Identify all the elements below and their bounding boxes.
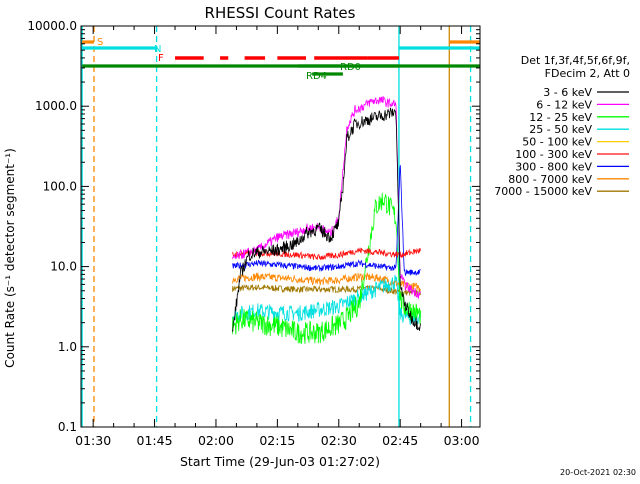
legend-label-0: 3 - 6 keV bbox=[543, 86, 592, 99]
series-line-3-6-kev bbox=[231, 107, 421, 332]
y-axis-label: Count Rate (s⁻¹ detector segment⁻¹) bbox=[3, 148, 17, 368]
legend-label-6: 300 - 800 keV bbox=[515, 160, 592, 173]
series-line-12-25-kev bbox=[231, 192, 421, 344]
status-bar-label-s: S bbox=[97, 37, 103, 48]
footer-date: 20-Oct-2021 02:30 bbox=[560, 468, 636, 477]
legend-label-7: 800 - 7000 keV bbox=[508, 173, 592, 186]
legend-label-5: 100 - 300 keV bbox=[515, 148, 592, 161]
y-tick-label-4: 1000.0 bbox=[35, 99, 77, 113]
status-bar-label-n: N bbox=[154, 44, 161, 55]
y-tick-label-2: 10.0 bbox=[50, 260, 77, 274]
x-tick-label-0: 01:30 bbox=[75, 433, 111, 448]
plot-frame bbox=[80, 25, 481, 428]
legend-label-4: 50 - 100 keV bbox=[522, 136, 592, 149]
x-tick-label-5: 02:45 bbox=[382, 433, 418, 448]
legend-label-8: 7000 - 15000 keV bbox=[494, 185, 592, 198]
x-tick-label-2: 02:00 bbox=[198, 433, 234, 448]
x-tick-label-1: 01:45 bbox=[137, 433, 173, 448]
y-tick-label-1: 1.0 bbox=[58, 340, 77, 354]
status-bar-label-rd0: RD0 bbox=[340, 62, 361, 73]
series-line-800-7000-kev bbox=[231, 272, 421, 291]
y-tick-label-0: 0.1 bbox=[58, 420, 77, 434]
y-tick-label-5: 10000.0 bbox=[27, 19, 77, 33]
y-tick-label-3: 100.0 bbox=[43, 179, 77, 193]
chart-title: RHESSI Count Rates bbox=[205, 4, 356, 22]
series-line-7000-15000-kev bbox=[231, 283, 421, 297]
x-axis-label: Start Time (29-Jun-03 01:27:02) bbox=[180, 454, 380, 469]
legend-header-line-1: Det 1f,3f,4f,5f,6f,9f, bbox=[521, 54, 630, 67]
x-tick-label-6: 03:00 bbox=[444, 433, 480, 448]
x-tick-label-4: 02:30 bbox=[321, 433, 357, 448]
legend-label-3: 25 - 50 keV bbox=[529, 123, 592, 136]
x-tick-label-3: 02:15 bbox=[259, 433, 295, 448]
series-line-300-800-kev bbox=[231, 165, 421, 277]
legend-label-1: 6 - 12 keV bbox=[536, 98, 592, 111]
series-line-100-300-kev bbox=[231, 247, 421, 261]
series-line-25-50-kev bbox=[231, 274, 421, 325]
status-bar-label-f: F bbox=[158, 53, 164, 64]
status-bar-label-rd4: RD4 bbox=[306, 71, 327, 82]
series-line-6-12-kev bbox=[231, 95, 421, 300]
legend-header-line-2: FDecim 2, Att 0 bbox=[545, 67, 630, 80]
legend-label-2: 12 - 25 keV bbox=[529, 111, 592, 124]
